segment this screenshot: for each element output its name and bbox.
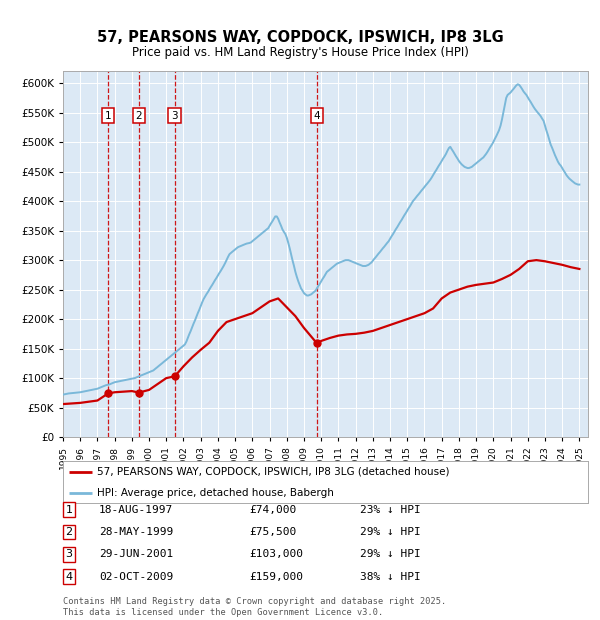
- Text: 57, PEARSONS WAY, COPDOCK, IPSWICH, IP8 3LG: 57, PEARSONS WAY, COPDOCK, IPSWICH, IP8 …: [97, 30, 503, 45]
- Text: £103,000: £103,000: [249, 549, 303, 559]
- Text: 38% ↓ HPI: 38% ↓ HPI: [360, 572, 421, 582]
- Text: 29% ↓ HPI: 29% ↓ HPI: [360, 527, 421, 537]
- Text: 02-OCT-2009: 02-OCT-2009: [99, 572, 173, 582]
- Text: 4: 4: [65, 572, 73, 582]
- Text: Price paid vs. HM Land Registry's House Price Index (HPI): Price paid vs. HM Land Registry's House …: [131, 46, 469, 59]
- Text: 1: 1: [65, 505, 73, 515]
- Text: 29% ↓ HPI: 29% ↓ HPI: [360, 549, 421, 559]
- Text: 29-JUN-2001: 29-JUN-2001: [99, 549, 173, 559]
- Text: 4: 4: [314, 110, 320, 120]
- Text: £159,000: £159,000: [249, 572, 303, 582]
- Text: £74,000: £74,000: [249, 505, 296, 515]
- Text: 2: 2: [136, 110, 142, 120]
- Text: 57, PEARSONS WAY, COPDOCK, IPSWICH, IP8 3LG (detached house): 57, PEARSONS WAY, COPDOCK, IPSWICH, IP8 …: [97, 467, 449, 477]
- Text: 1: 1: [105, 110, 112, 120]
- Text: 23% ↓ HPI: 23% ↓ HPI: [360, 505, 421, 515]
- Text: 3: 3: [65, 549, 73, 559]
- Text: 28-MAY-1999: 28-MAY-1999: [99, 527, 173, 537]
- Text: 18-AUG-1997: 18-AUG-1997: [99, 505, 173, 515]
- Text: HPI: Average price, detached house, Babergh: HPI: Average price, detached house, Babe…: [97, 488, 334, 498]
- Text: 2: 2: [65, 527, 73, 537]
- Text: £75,500: £75,500: [249, 527, 296, 537]
- Text: 3: 3: [172, 110, 178, 120]
- Text: Contains HM Land Registry data © Crown copyright and database right 2025.
This d: Contains HM Land Registry data © Crown c…: [63, 598, 446, 617]
